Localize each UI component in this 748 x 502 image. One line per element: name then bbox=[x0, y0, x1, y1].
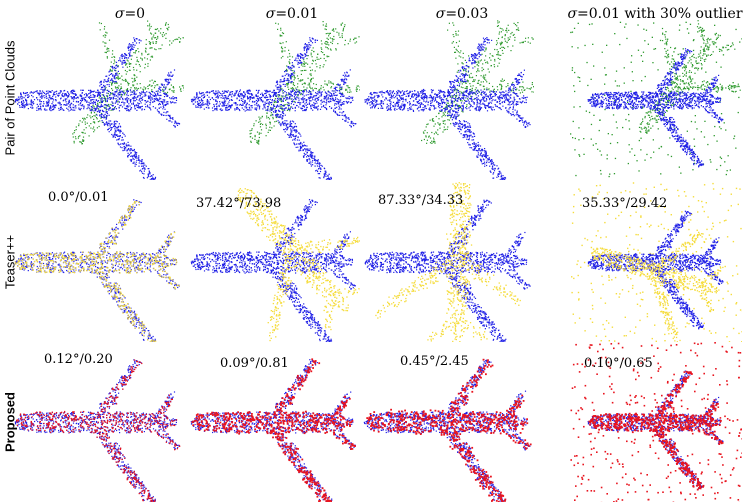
panel-pair-col-2-canvas bbox=[188, 20, 360, 180]
panel-pair-col-3-canvas bbox=[362, 20, 534, 180]
target-cloud-green bbox=[250, 21, 361, 145]
metric-proposed-outlier: 0.10°/0.65 bbox=[584, 356, 653, 371]
source-cloud-blue bbox=[191, 37, 357, 180]
panel-teaser-col-1 bbox=[12, 182, 184, 342]
metric-teaser-sigma-0.03: 87.33°/34.33 bbox=[378, 193, 463, 208]
metric-teaser-outlier: 35.33°/29.42 bbox=[582, 196, 667, 211]
metric-proposed-sigma-0.03: 0.45°/2.45 bbox=[400, 354, 469, 369]
source-cloud-blue bbox=[191, 199, 356, 342]
source-cloud-blue bbox=[15, 37, 180, 180]
registered-cloud-red bbox=[16, 360, 180, 502]
panel-pair-col-4-canvas bbox=[570, 20, 742, 180]
registered-cloud-red bbox=[192, 358, 356, 502]
target-cloud-green bbox=[72, 21, 184, 145]
metric-proposed-sigma-0.01: 0.09°/0.81 bbox=[220, 356, 289, 371]
panel-pair-col-1 bbox=[12, 20, 184, 180]
panel-pair-col-4 bbox=[570, 20, 742, 180]
panel-teaser-col-1-canvas bbox=[12, 182, 184, 342]
target-cloud-green bbox=[639, 20, 741, 134]
metric-teaser-sigma-0.01: 37.42°/73.98 bbox=[196, 196, 281, 211]
panel-pair-col-2 bbox=[188, 20, 360, 180]
source-cloud-blue bbox=[588, 48, 724, 167]
source-cloud-blue bbox=[365, 200, 531, 342]
source-cloud-blue bbox=[364, 37, 530, 180]
registered-cloud-red bbox=[366, 359, 531, 502]
panel-pair-col-1-canvas bbox=[12, 20, 184, 180]
metric-teaser-sigma-0: 0.0°/0.01 bbox=[48, 190, 109, 205]
panel-pair-col-3 bbox=[362, 20, 534, 180]
metric-proposed-sigma-0: 0.12°/0.20 bbox=[44, 352, 113, 367]
